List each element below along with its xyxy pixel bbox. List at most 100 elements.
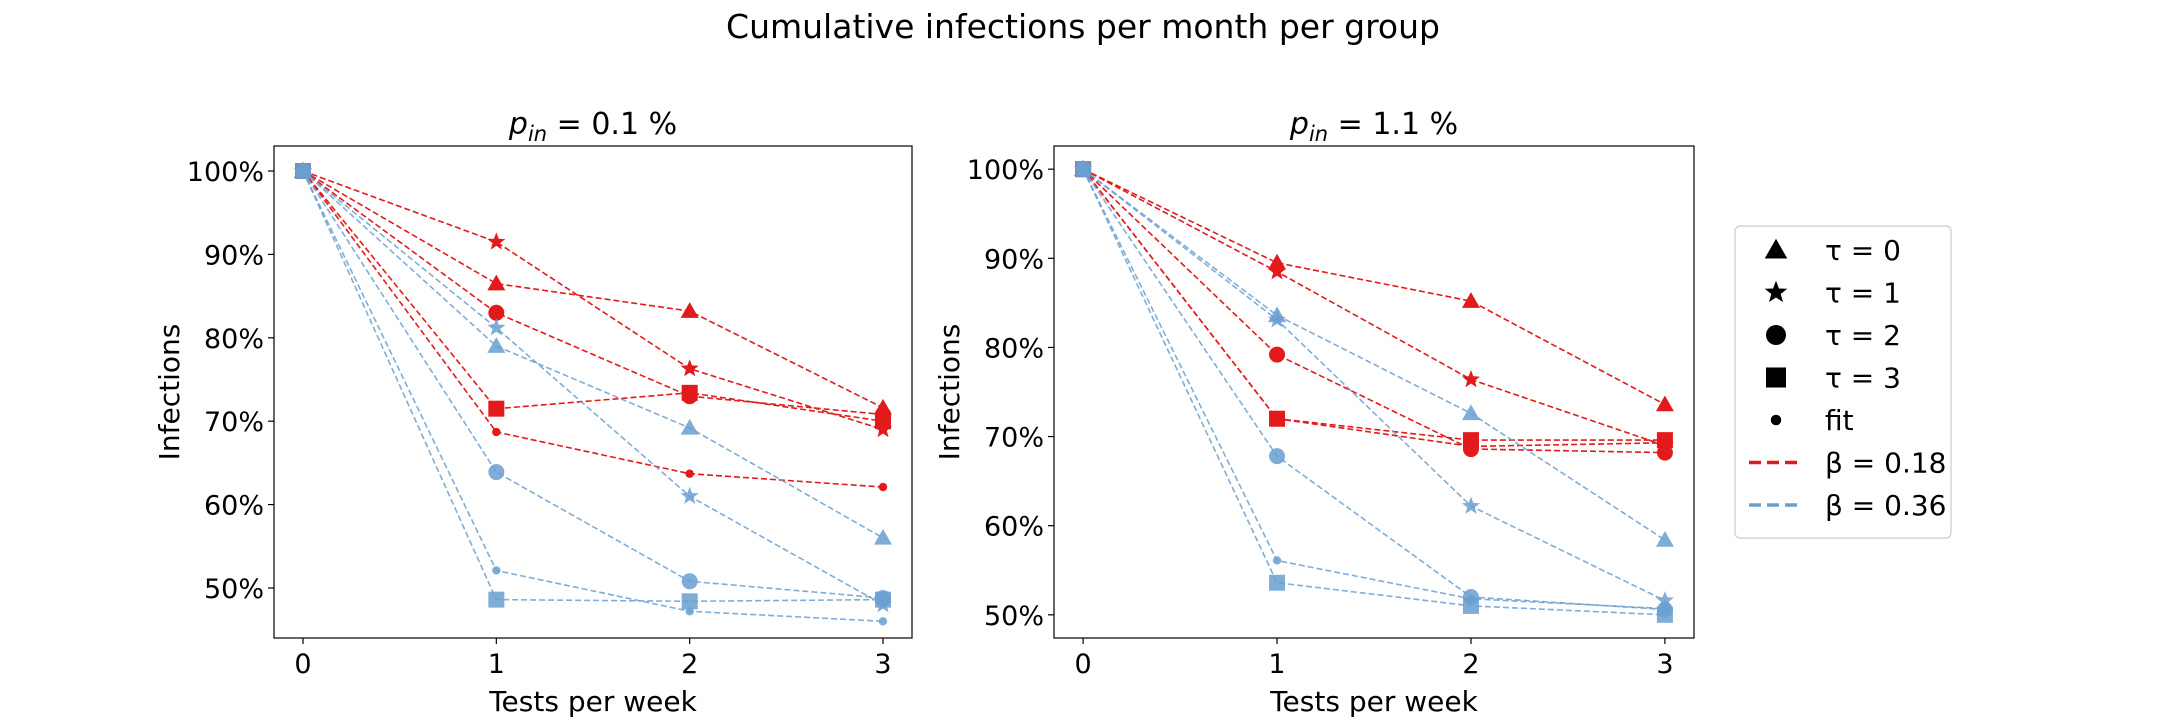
series-line (1082, 168, 1665, 448)
data-point (1461, 292, 1480, 308)
data-point (681, 384, 698, 401)
legend-label: τ = 2 (1825, 319, 1901, 352)
data-point (685, 607, 694, 616)
series-beta_0_18-square (295, 163, 891, 430)
legend-label: τ = 1 (1825, 277, 1901, 310)
y-tick-label: 90% (204, 240, 264, 271)
series-beta_0_36-star (1074, 159, 1674, 609)
y-tick-label: 70% (204, 407, 264, 438)
data-point (488, 464, 505, 481)
legend: τ = 0 τ = 1 τ = 2 τ = 3 fit β = 0.18 β = 0.36 (1734, 225, 1952, 539)
data-point (878, 482, 888, 492)
legend-marker-triangle (1764, 238, 1788, 259)
data-point (1656, 444, 1673, 461)
data-point (875, 413, 891, 430)
series-line (302, 170, 884, 603)
data-point (1466, 594, 1476, 603)
x-tick-label: 2 (1462, 649, 1479, 680)
data-point (1461, 404, 1480, 421)
data-point (492, 566, 501, 575)
x-tick-label: 3 (1656, 649, 1673, 680)
legend-marker-dot (1770, 414, 1782, 426)
plot-title: pin = 0.1 % (508, 107, 677, 146)
data-point (1272, 556, 1282, 565)
legend-label: β = 0.36 (1825, 489, 1946, 522)
data-point (1655, 591, 1674, 609)
data-point (487, 318, 506, 336)
series-beta_0_18-triangle (1074, 160, 1674, 412)
y-tick-label: 50% (984, 601, 1044, 632)
x-tick-label: 2 (681, 649, 698, 680)
series-line (302, 170, 884, 599)
series-line (302, 170, 884, 431)
series-line (1082, 168, 1666, 602)
data-point (1268, 253, 1287, 270)
data-point (878, 617, 888, 626)
series-beta_0_18-circle (295, 163, 891, 423)
series-line (302, 170, 884, 416)
data-point (1656, 606, 1673, 623)
x-tick-label: 0 (294, 649, 311, 680)
series-line (1082, 168, 1665, 610)
data-point (488, 400, 505, 417)
legend-box (1734, 225, 1952, 539)
plots-layer: pin = 0.1 % 0 1 2 3 50% 60% 70% 80% 90% 100% Tests … (153, 107, 1695, 718)
series-line (302, 170, 884, 422)
x-tick-label: 0 (1074, 649, 1091, 680)
legend-entry: τ = 0 (1764, 234, 1901, 267)
series-line (1082, 168, 1666, 447)
y-tick-label: 80% (984, 333, 1044, 364)
data-point (1272, 414, 1282, 423)
data-point (1655, 395, 1674, 412)
legend-entry: β = 0.18 (1749, 447, 1946, 480)
data-point (1269, 574, 1286, 591)
legend-label: fit (1825, 404, 1854, 437)
series-beta_0_36-circle (1075, 161, 1673, 618)
data-point (1466, 442, 1476, 451)
data-point (1268, 262, 1287, 280)
y-tick-label: 80% (204, 324, 264, 355)
legend-label: τ = 0 (1825, 234, 1901, 267)
legend-entry: β = 0.36 (1749, 489, 1946, 522)
plot-frame (1053, 145, 1695, 639)
data-point (680, 359, 699, 377)
data-point (488, 304, 505, 321)
figure-title: Cumulative infections per month per grou… (726, 7, 1440, 46)
data-point (488, 591, 505, 608)
plot-title: pin = 1.1 % (1289, 107, 1458, 146)
data-point (1269, 448, 1286, 465)
data-point (680, 418, 699, 435)
x-tick-label: 1 (1268, 649, 1285, 680)
data-point (1461, 496, 1480, 514)
x-tick-label: 3 (874, 649, 891, 680)
data-point (1268, 310, 1287, 328)
series-line (302, 170, 884, 606)
y-tick-label: 100% (187, 157, 264, 188)
legend-entry: τ = 1 (1764, 277, 1901, 310)
series-line (302, 170, 884, 623)
data-point (1269, 346, 1286, 363)
plot-1: pin = 0.1 % 0 1 2 3 50% 60% 70% 80% 90% 100% Tests … (153, 107, 913, 718)
plot-2: pin = 1.1 % 0 1 2 3 50% 60% 70% 80% 90% 100% Tests … (933, 107, 1695, 718)
series-beta_0_36-triangle (1074, 160, 1674, 547)
series-line (302, 170, 884, 409)
y-tick-label: 60% (984, 512, 1044, 543)
legend-entry: τ = 3 (1766, 362, 1901, 395)
data-point (492, 427, 501, 437)
legend-label: τ = 3 (1825, 362, 1901, 395)
legend-entry: fit (1770, 404, 1854, 437)
data-point (680, 302, 699, 318)
y-axis-label: Infections (933, 324, 966, 461)
series-beta_0_36-circle (295, 163, 891, 606)
series-line (1082, 168, 1666, 541)
data-point (680, 486, 699, 504)
data-point (1078, 164, 1088, 174)
data-point (298, 166, 308, 176)
data-point (487, 232, 506, 250)
series-beta_0_18-star (1074, 159, 1674, 454)
data-point (681, 593, 698, 610)
series-beta_0_36-dot (298, 166, 888, 626)
x-tick-label: 1 (488, 649, 505, 680)
data-point (875, 591, 891, 608)
